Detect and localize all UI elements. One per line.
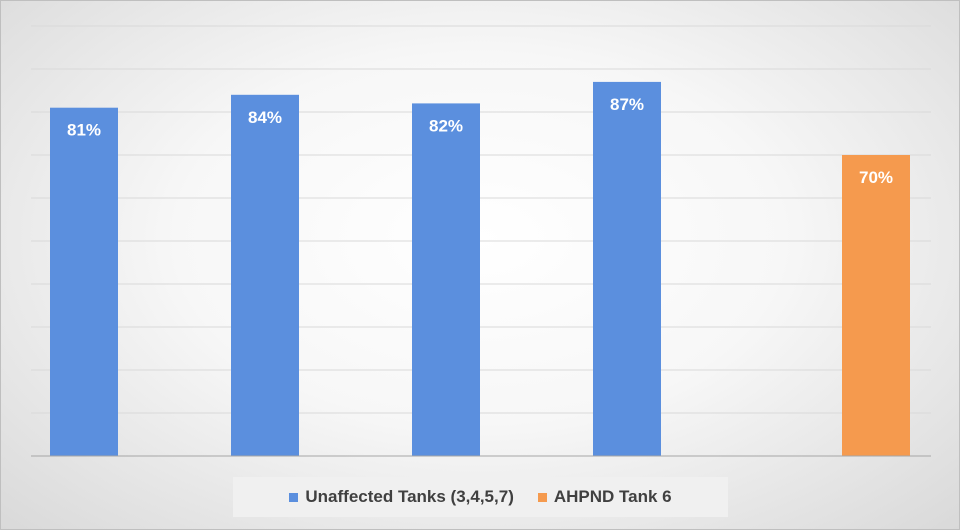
- legend-item-unaffected: Unaffected Tanks (3,4,5,7): [289, 487, 514, 507]
- legend-label-ahpnd: AHPND Tank 6: [553, 487, 672, 506]
- bar-4: [593, 81, 661, 457]
- bar-2: [231, 94, 299, 457]
- data-labels: 81% 84% 82% 87% 70%: [67, 95, 893, 187]
- data-label-1: 81%: [67, 121, 101, 140]
- bar-5: [842, 155, 910, 456]
- data-label-2: 84%: [248, 108, 282, 127]
- data-label-5: 70%: [859, 168, 893, 187]
- legend-swatch-ahpnd: [537, 492, 547, 502]
- legend-swatch-unaffected: [289, 492, 299, 502]
- data-label-4: 87%: [610, 95, 644, 114]
- legend-item-ahpnd: AHPND Tank 6: [537, 487, 672, 507]
- legend-label-unaffected: Unaffected Tanks (3,4,5,7): [305, 487, 514, 506]
- gridlines: [31, 25, 931, 414]
- bars: [50, 81, 910, 457]
- bar-3: [412, 103, 480, 457]
- legend: Unaffected Tanks (3,4,5,7) AHPND Tank 6: [233, 477, 728, 517]
- bar-1: [50, 107, 118, 456]
- data-label-3: 82%: [429, 116, 463, 135]
